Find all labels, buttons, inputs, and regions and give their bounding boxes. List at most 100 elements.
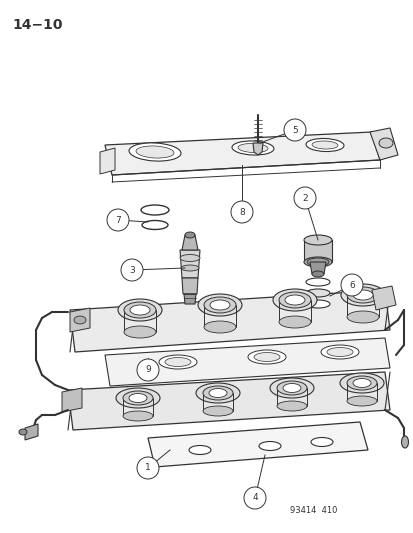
Polygon shape xyxy=(70,290,389,352)
Text: 1: 1 xyxy=(145,464,150,472)
Polygon shape xyxy=(252,143,262,155)
Polygon shape xyxy=(309,262,325,274)
Polygon shape xyxy=(147,422,367,467)
Polygon shape xyxy=(369,128,397,160)
Ellipse shape xyxy=(159,355,197,369)
Ellipse shape xyxy=(123,411,153,421)
Ellipse shape xyxy=(306,258,328,266)
Circle shape xyxy=(107,209,129,231)
Ellipse shape xyxy=(180,265,199,271)
Ellipse shape xyxy=(118,299,161,321)
Ellipse shape xyxy=(282,384,300,392)
Text: 4: 4 xyxy=(252,494,257,503)
Ellipse shape xyxy=(320,345,358,359)
Ellipse shape xyxy=(278,316,310,328)
Ellipse shape xyxy=(136,146,173,158)
Ellipse shape xyxy=(346,396,376,406)
Ellipse shape xyxy=(129,143,180,161)
Polygon shape xyxy=(70,308,90,332)
Circle shape xyxy=(230,201,252,223)
Ellipse shape xyxy=(340,284,384,306)
Polygon shape xyxy=(182,235,197,250)
Ellipse shape xyxy=(237,143,267,152)
Ellipse shape xyxy=(401,436,408,448)
Ellipse shape xyxy=(378,138,392,148)
Ellipse shape xyxy=(247,350,285,364)
Ellipse shape xyxy=(202,406,233,416)
Ellipse shape xyxy=(276,381,306,395)
Ellipse shape xyxy=(209,389,226,398)
Ellipse shape xyxy=(195,383,240,403)
Ellipse shape xyxy=(129,393,147,402)
Ellipse shape xyxy=(311,141,337,149)
Ellipse shape xyxy=(326,348,352,357)
Ellipse shape xyxy=(346,376,376,390)
Circle shape xyxy=(243,487,266,509)
Ellipse shape xyxy=(180,254,199,262)
Ellipse shape xyxy=(276,401,306,411)
Ellipse shape xyxy=(19,429,27,435)
Ellipse shape xyxy=(254,352,279,361)
Polygon shape xyxy=(183,294,195,304)
Ellipse shape xyxy=(74,316,86,324)
Polygon shape xyxy=(68,372,389,430)
Ellipse shape xyxy=(185,232,195,238)
Ellipse shape xyxy=(346,311,378,323)
Circle shape xyxy=(283,119,305,141)
Circle shape xyxy=(137,457,159,479)
Ellipse shape xyxy=(116,388,159,408)
Polygon shape xyxy=(25,424,38,440)
Ellipse shape xyxy=(231,141,273,155)
Ellipse shape xyxy=(189,446,211,455)
Ellipse shape xyxy=(124,302,156,318)
Ellipse shape xyxy=(259,441,280,450)
Ellipse shape xyxy=(124,326,156,338)
Ellipse shape xyxy=(272,289,316,311)
Ellipse shape xyxy=(142,221,168,230)
Ellipse shape xyxy=(305,300,329,308)
Ellipse shape xyxy=(303,257,331,267)
Ellipse shape xyxy=(305,278,329,286)
Ellipse shape xyxy=(202,386,233,400)
Ellipse shape xyxy=(310,438,332,447)
Polygon shape xyxy=(62,388,82,412)
Ellipse shape xyxy=(269,378,313,398)
Ellipse shape xyxy=(305,289,329,297)
Text: 5: 5 xyxy=(292,125,297,134)
Text: 6: 6 xyxy=(348,280,354,289)
Ellipse shape xyxy=(311,271,323,277)
Polygon shape xyxy=(371,286,395,310)
Polygon shape xyxy=(182,278,197,294)
Circle shape xyxy=(121,259,142,281)
Ellipse shape xyxy=(209,300,230,310)
Ellipse shape xyxy=(278,292,310,308)
Circle shape xyxy=(340,274,362,296)
Ellipse shape xyxy=(204,321,235,333)
Ellipse shape xyxy=(141,205,169,215)
Text: 14−10: 14−10 xyxy=(12,18,62,32)
Circle shape xyxy=(293,187,315,209)
Polygon shape xyxy=(303,240,331,262)
Ellipse shape xyxy=(346,287,378,303)
Ellipse shape xyxy=(197,294,242,316)
Text: 9: 9 xyxy=(145,366,150,375)
Text: 8: 8 xyxy=(239,207,244,216)
Text: 93414  410: 93414 410 xyxy=(289,506,337,515)
Ellipse shape xyxy=(123,391,153,405)
Polygon shape xyxy=(105,338,389,386)
Text: 3: 3 xyxy=(129,265,135,274)
Ellipse shape xyxy=(130,305,150,315)
Text: 2: 2 xyxy=(301,193,307,203)
Polygon shape xyxy=(100,148,115,174)
Ellipse shape xyxy=(303,235,331,245)
Ellipse shape xyxy=(204,297,235,313)
Text: 7: 7 xyxy=(115,215,121,224)
Ellipse shape xyxy=(305,139,343,151)
Circle shape xyxy=(137,359,159,381)
Ellipse shape xyxy=(165,358,190,367)
Ellipse shape xyxy=(352,378,370,387)
Ellipse shape xyxy=(339,373,383,393)
Ellipse shape xyxy=(352,290,372,300)
Polygon shape xyxy=(105,132,379,175)
Ellipse shape xyxy=(284,295,304,305)
